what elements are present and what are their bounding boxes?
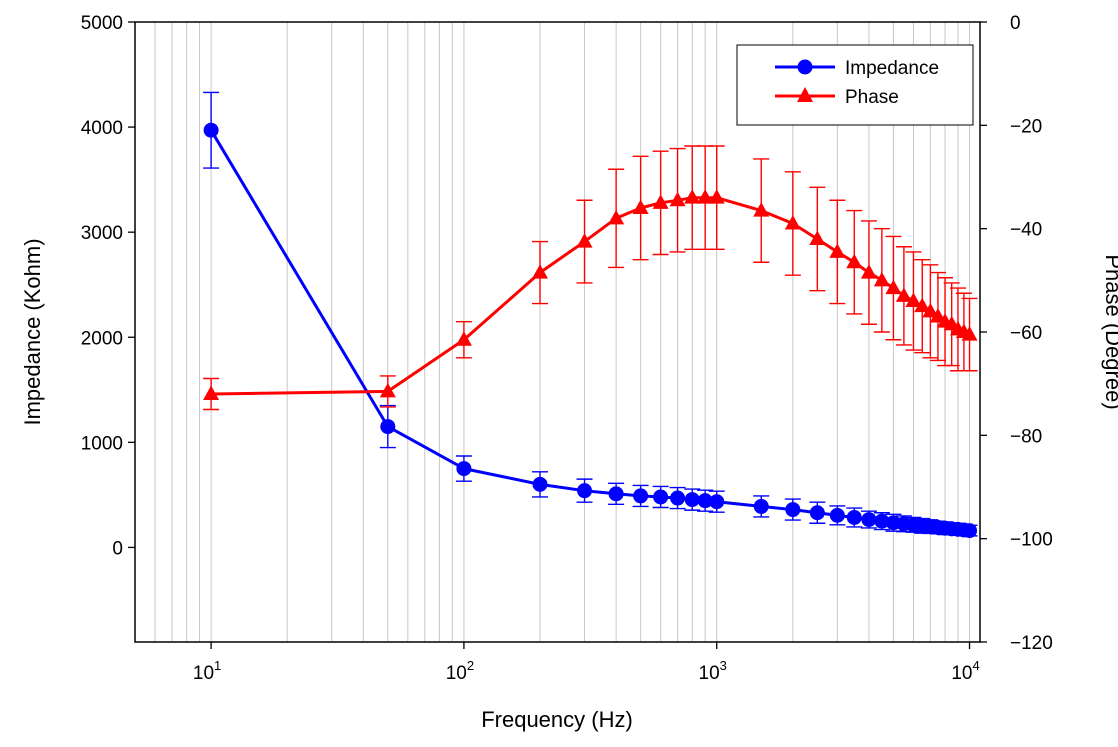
data-point	[962, 523, 978, 539]
x-tick-label: 103	[699, 658, 727, 684]
x-axis-label: Frequency (Hz)	[481, 707, 633, 732]
y-axis-left-label: Impedance (Kohm)	[20, 238, 45, 425]
y-right-tick-label: −100	[1010, 530, 1053, 551]
data-point	[885, 279, 902, 295]
data-point	[532, 264, 549, 279]
legend-marker-impedance	[797, 59, 813, 75]
y-right-tick-label: 0	[1010, 13, 1021, 34]
legend-marker-phase	[797, 87, 813, 102]
y-right-tick-label: −80	[1010, 426, 1042, 447]
series-layer	[203, 91, 978, 539]
legend: Impedance Phase	[736, 44, 974, 126]
data-point	[652, 194, 669, 209]
data-point	[784, 215, 801, 230]
data-point	[456, 461, 472, 477]
series-phase	[203, 145, 978, 411]
data-point	[905, 292, 922, 307]
data-point	[684, 189, 701, 204]
y-right-tick-label: −60	[1010, 323, 1042, 344]
y-left-tick-label: 1000	[81, 433, 123, 454]
data-point	[379, 382, 396, 398]
data-point	[380, 419, 396, 435]
data-point	[709, 494, 725, 510]
y-left-tick-label: 3000	[81, 223, 123, 244]
y-right-tick-label: −120	[1010, 633, 1053, 654]
legend-label-phase: Phase	[845, 87, 899, 108]
data-point	[669, 191, 686, 207]
y-left-tick-label: 2000	[81, 328, 123, 349]
data-point	[785, 502, 801, 518]
legend-label-impedance: Impedance	[845, 58, 939, 79]
series-impedance	[203, 91, 978, 539]
data-point	[203, 122, 219, 138]
legend-box	[736, 44, 974, 126]
y-right-tick-label: −20	[1010, 116, 1042, 137]
data-point	[860, 264, 877, 279]
data-point	[829, 507, 845, 523]
data-point	[653, 489, 669, 505]
data-point	[670, 490, 686, 506]
x-tick-label: 101	[193, 658, 221, 684]
data-point	[708, 189, 725, 204]
y-axis-right-label: Phase (Degree)	[1101, 254, 1118, 409]
data-point	[874, 513, 890, 529]
y-right-tick-label: −40	[1010, 220, 1042, 241]
y-left-tick-label: 0	[112, 538, 123, 559]
data-point	[753, 202, 770, 217]
data-point	[532, 476, 548, 492]
series-line	[211, 196, 971, 396]
y-left-tick-label: 4000	[81, 118, 123, 139]
y-left-tick-label: 5000	[81, 13, 123, 34]
data-point	[203, 385, 220, 400]
axis-layer: 101 102 103 104 0 1000 2000 3000 4000 5000 −120 −10…	[81, 13, 1053, 684]
data-point	[633, 488, 649, 504]
data-point	[846, 253, 863, 269]
data-point	[753, 498, 769, 514]
data-point	[961, 326, 978, 341]
data-point	[697, 189, 714, 204]
data-point	[576, 233, 593, 248]
data-point	[829, 243, 846, 258]
data-point	[895, 287, 912, 302]
series-line	[209, 129, 970, 533]
data-point	[632, 199, 649, 214]
data-point	[608, 486, 624, 502]
data-point	[873, 271, 890, 287]
data-point	[809, 230, 826, 245]
data-point	[846, 509, 862, 525]
data-point	[922, 302, 939, 318]
data-point	[577, 483, 593, 499]
data-point	[861, 512, 877, 528]
data-point	[914, 297, 931, 313]
data-point	[455, 331, 472, 346]
data-point	[697, 493, 713, 509]
data-point	[608, 209, 625, 225]
data-point	[809, 505, 825, 521]
x-tick-label: 102	[446, 658, 474, 684]
x-tick-label: 104	[951, 658, 979, 684]
data-point	[684, 492, 700, 508]
